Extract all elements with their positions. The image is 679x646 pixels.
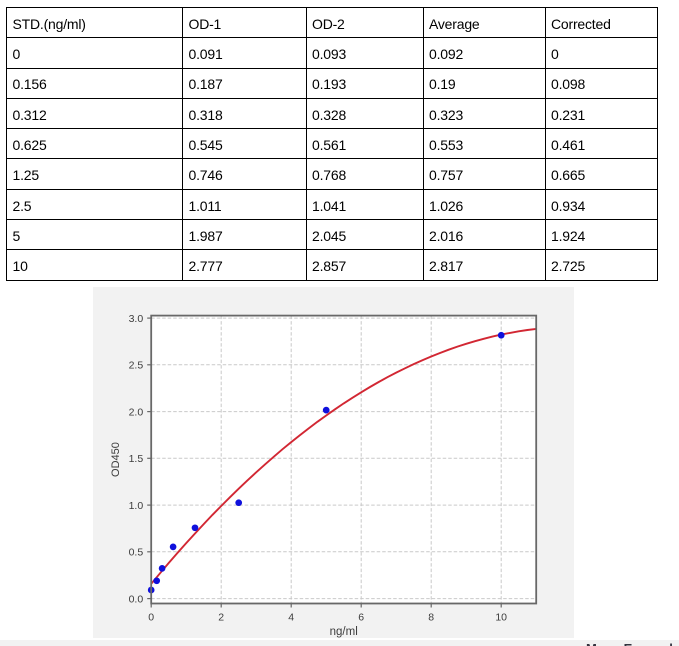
svg-text:0: 0 — [148, 612, 154, 624]
svg-text:4: 4 — [288, 612, 294, 624]
svg-text:1.0: 1.0 — [129, 500, 144, 512]
svg-text:6: 6 — [358, 612, 364, 624]
svg-text:2.0: 2.0 — [129, 406, 144, 418]
svg-text:ng/ml: ng/ml — [330, 626, 358, 638]
svg-text:OD450: OD450 — [110, 442, 122, 477]
svg-text:1.5: 1.5 — [129, 453, 144, 465]
svg-text:2.5: 2.5 — [129, 360, 144, 372]
svg-text:0.0: 0.0 — [129, 593, 144, 605]
svg-text:0.5: 0.5 — [129, 547, 144, 559]
svg-text:10: 10 — [495, 612, 507, 624]
svg-text:8: 8 — [428, 612, 434, 624]
svg-text:2: 2 — [218, 612, 224, 624]
svg-text:3.0: 3.0 — [129, 313, 144, 325]
